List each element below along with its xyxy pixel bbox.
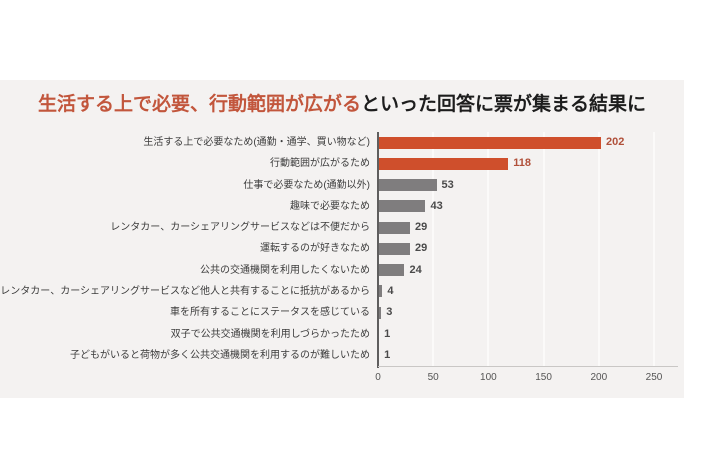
bar-value: 1 (384, 348, 391, 361)
bar-value: 29 (415, 242, 428, 255)
bar-value: 202 (606, 136, 625, 149)
y-axis-line (377, 132, 379, 368)
gridline (487, 132, 490, 366)
bar-track: 53 (378, 175, 684, 196)
bar-row: 子どもがいると荷物が多く公共交通機関を利用するのが難しいため 1 (0, 345, 684, 366)
bar-row: レンタカー、カーシェアリングサービスなど他人と共有することに抵抗があるから 4 (0, 281, 684, 302)
bar (378, 242, 411, 255)
bar-track: 1 (378, 323, 684, 344)
bar-value: 53 (441, 178, 454, 191)
bar-label: 運転するのが好きなため (260, 243, 370, 255)
bar (378, 179, 437, 192)
bar (378, 221, 411, 234)
bar-label: 子どもがいると荷物が多く公共交通機関を利用するのが難しいため (70, 349, 370, 361)
gridline (542, 132, 545, 366)
chart-title-highlight: 生活する上で必要、行動範囲が広がる (37, 94, 361, 115)
x-tick-label: 50 (427, 372, 439, 383)
bar-label: 双子で公共交通機関を利用しづらかったため (170, 328, 370, 340)
bar (378, 157, 509, 170)
bar-track: 202 (378, 132, 684, 153)
bar-label: レンタカー、カーシェアリングサービスなどは不便だから (110, 222, 370, 234)
bar-rows: 生活する上で必要なため(通勤・通学、買い物など) 202 行動範囲が広がるため 118… (0, 132, 684, 366)
bar-track: 4 (378, 281, 684, 302)
bar (378, 306, 382, 319)
bar-row: 車を所有することにステータスを感じている 3 (0, 302, 684, 323)
bar-row: 運転するのが好きなため 29 (0, 238, 684, 259)
bar-row: 双子で公共交通機関を利用しづらかったため 1 (0, 323, 684, 344)
bar-value: 1 (384, 327, 391, 340)
gridline (597, 132, 600, 366)
bar-track: 24 (378, 260, 684, 281)
bar (378, 264, 405, 277)
bar-value: 43 (430, 199, 443, 212)
bar-row: 行動範囲が広がるため 118 (0, 153, 684, 174)
bar-track: 3 (378, 302, 684, 323)
x-tick-label: 150 (535, 372, 552, 383)
bar-row: 趣味で必要なため 43 (0, 196, 684, 217)
chart-panel: 生活する上で必要、行動範囲が広がるといった回答に票が集まる結果に 生活する上で必… (0, 80, 684, 398)
bar-label: レンタカー、カーシェアリングサービスなど他人と共有することに抵抗があるから (0, 285, 370, 297)
bar (378, 200, 426, 213)
bar-value: 118 (513, 157, 532, 170)
bar-label: 車を所有することにステータスを感じている (170, 307, 370, 319)
bar-track: 43 (378, 196, 684, 217)
bar (378, 136, 601, 149)
gridline (653, 132, 655, 366)
bar-label: 公共の交通機関を利用したくないため (200, 264, 370, 276)
x-tick-label: 200 (590, 372, 608, 383)
x-tick-label: 100 (480, 372, 497, 383)
chart-title: 生活する上で必要、行動範囲が広がるといった回答に票が集まる結果に (0, 89, 684, 116)
x-tick-label: 0 (375, 372, 381, 383)
bar-row: レンタカー、カーシェアリングサービスなどは不便だから 29 (0, 217, 684, 238)
x-axis-line (378, 366, 678, 367)
gridline (432, 132, 435, 366)
bar-track: 29 (378, 238, 684, 259)
bar-value: 29 (415, 221, 428, 234)
x-tick-label: 250 (645, 372, 663, 383)
bar-track: 118 (378, 153, 684, 174)
bar-value: 3 (386, 306, 393, 319)
bar-track: 29 (378, 217, 684, 238)
bar-row: 生活する上で必要なため(通勤・通学、買い物など) 202 (0, 132, 684, 153)
bar-row: 公共の交通機関を利用したくないため 24 (0, 260, 684, 281)
bar-chart: 生活する上で必要なため(通勤・通学、買い物など) 202 行動範囲が広がるため 118… (0, 132, 684, 394)
bar-row: 仕事で必要なため(通勤以外) 53 (0, 175, 684, 196)
bar-label: 行動範囲が広がるため (270, 158, 370, 170)
bar-label: 趣味で必要なため (290, 200, 370, 212)
chart-title-rest: といった回答に票が集まる結果に (361, 94, 647, 115)
bar-label: 生活する上で必要なため(通勤・通学、買い物など) (143, 137, 370, 149)
bar-value: 4 (387, 284, 394, 297)
bar-track: 1 (378, 345, 684, 366)
bar-value: 24 (409, 263, 422, 276)
bar (378, 285, 383, 298)
bar-label: 仕事で必要なため(通勤以外) (243, 179, 370, 191)
